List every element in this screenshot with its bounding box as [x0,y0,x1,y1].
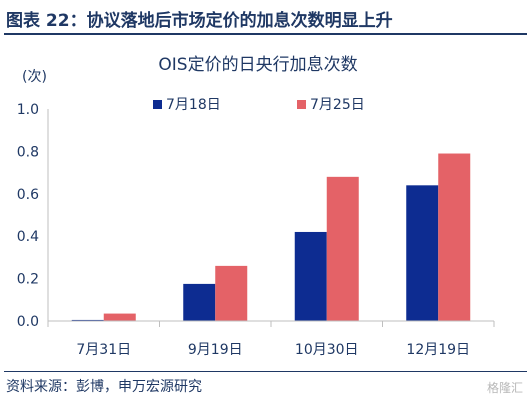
bar-2-2 [215,265,248,321]
x-tick-label: 10月30日 [295,342,359,358]
legend-label-1: 7月18日 [166,97,221,113]
legend: 7月18日 7月25日 [153,97,365,113]
x-tick-label: 12月19日 [406,342,470,358]
y-axis-ticks: 0.0 0.2 0.4 0.6 0.8 1.0 [17,102,39,330]
source-rule [4,371,527,372]
y-tick-label: 1.0 [17,102,39,118]
bar-2-4 [438,153,471,321]
y-tick-label: 0.0 [17,314,39,330]
figure-title: 图表 22：协议落地后市场定价的加息次数明显上升 [6,11,393,31]
chart-title: OIS定价的日央行加息次数 [158,55,357,75]
bar-1-4 [406,185,439,321]
bars [71,153,471,321]
axes [47,109,495,327]
bar-1-1 [71,319,104,321]
y-tick-label: 0.2 [17,272,39,288]
legend-swatch-2 [297,100,306,109]
x-tick-label: 9月19日 [188,342,243,358]
watermark: 格隆汇 [486,381,523,395]
bar-2-3 [326,176,359,321]
y-tick-label: 0.6 [17,187,39,203]
legend-label-2: 7月25日 [310,97,365,113]
title-rule [4,33,527,35]
bar-chart: OIS定价的日央行加息次数 (次) 7月18日 7月25日 0.00.20.40.… [17,55,495,358]
bar-1-3 [294,231,327,321]
y-axis-unit: (次) [22,69,47,85]
bar-1-2 [183,283,216,321]
y-tick-label: 0.8 [17,144,39,160]
bar-2-1 [103,313,136,321]
y-tick-label: 0.4 [17,229,39,245]
legend-swatch-1 [153,100,162,109]
x-axis-ticks: 7月31日 9月19日 10月30日 12月19日 [76,342,470,358]
x-tick-label: 7月31日 [76,342,131,358]
source-note: 资料来源：彭博，申万宏源研究 [6,379,202,395]
